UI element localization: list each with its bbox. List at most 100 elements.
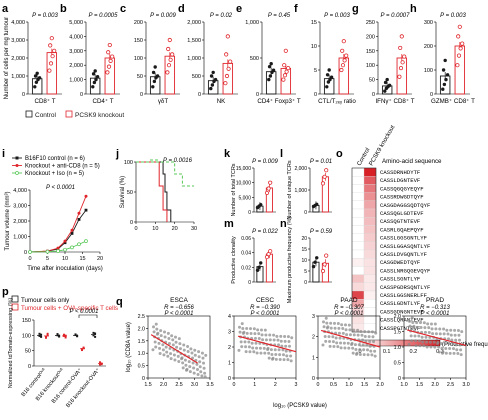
scatter-point (446, 332, 450, 336)
scatter-point (357, 343, 361, 347)
scatter-point (167, 336, 171, 340)
scatter-point (152, 325, 156, 329)
ko-point (341, 39, 346, 44)
scatter-point (158, 346, 162, 350)
heatmap-cell (363, 176, 377, 185)
x-tick-label: 0 (134, 226, 137, 232)
ko-point (166, 46, 171, 52)
scatter-point (181, 361, 185, 365)
control-point (269, 62, 273, 66)
scatter-point (417, 334, 421, 338)
scatter-point (344, 328, 348, 332)
y-tick-label: 15 (301, 247, 307, 253)
scatter-point (187, 360, 191, 364)
y-tick-label: 500 (250, 56, 259, 62)
heatmap-cell (363, 241, 377, 251)
ko-point (324, 253, 329, 258)
y-tick-label: 0 (140, 92, 143, 98)
scatter-point (184, 363, 188, 367)
scatter-point (341, 327, 345, 331)
regression-line (320, 329, 381, 348)
control-point (155, 74, 160, 78)
heatmap-cell (351, 192, 365, 201)
scatter-point (437, 350, 441, 354)
scatter-point (443, 342, 447, 346)
scatter-point (356, 328, 360, 332)
scatter-point (186, 344, 190, 348)
heatmap-cell (363, 200, 377, 210)
scatter-point (253, 336, 257, 340)
panel-letter-m: m (224, 218, 234, 230)
scatter-point (453, 333, 457, 337)
scatter-point (325, 326, 329, 330)
data-point (81, 349, 83, 352)
y-tick-label: 20 (301, 236, 307, 242)
control-point (213, 77, 218, 82)
y-tick-label: 10 (311, 44, 317, 50)
scatter-point (169, 357, 173, 361)
p-value: P = 0.0005 (89, 13, 119, 19)
series-point (84, 239, 88, 243)
y-tick-label: 1,000 (13, 235, 27, 241)
scatter-point (263, 351, 267, 355)
control-point (327, 68, 331, 72)
scatter-point (333, 326, 337, 330)
scatter-point (153, 340, 157, 344)
y-tick-label: 1.5 (394, 330, 401, 336)
scatter-point (336, 345, 340, 349)
scatter-point (286, 358, 290, 362)
scatter-point (447, 337, 451, 341)
ko-bar (104, 57, 116, 95)
y-tick-label: 50 (137, 74, 143, 80)
heatmap-cell (363, 217, 377, 226)
y-tick-label: 15,000 (236, 166, 252, 172)
heatmap-cell (363, 167, 377, 177)
y-tick-label: 3,000 (13, 204, 27, 210)
ko-point (284, 69, 289, 74)
p-value: P = 0.01 (310, 159, 332, 165)
legend-label-0: B16F10 control (n = 6) (25, 156, 85, 162)
scatter-point (276, 338, 280, 342)
heatmap-cell (363, 274, 377, 283)
scatter-point (163, 330, 167, 334)
scatter-point (257, 337, 261, 341)
scatter-point (177, 359, 181, 363)
scatter-point (237, 348, 241, 352)
y-label: Survival (%) (120, 176, 126, 208)
scatter-point (341, 331, 345, 335)
scatter-point (325, 321, 329, 325)
series-point (45, 249, 50, 254)
scatter-point (189, 347, 193, 351)
data-point (58, 334, 61, 337)
panel-letter-l: l (280, 148, 283, 160)
x-label: GZMB⁺ CD8⁺ T (431, 98, 475, 105)
scatter-point (360, 333, 364, 337)
scatter-point (450, 338, 454, 342)
panel-letter-h: h (410, 3, 417, 15)
scatter-point (182, 343, 186, 347)
ko-point (458, 46, 463, 51)
ko-point (224, 52, 229, 57)
colorbar-tick-label: 0 (358, 349, 361, 355)
y-tick-label: 0.06 (241, 236, 251, 242)
x-tick-label: 1.5 (416, 382, 423, 388)
y-tick-label: 1.0 (138, 351, 145, 357)
scatter-point (442, 332, 446, 336)
data-point (99, 363, 101, 366)
scatter-point (434, 332, 438, 336)
scatter-point (176, 354, 180, 358)
y-tick-label: 0 (314, 92, 317, 98)
panel-f: f 0 5 10 15 P = 0.003 CTL/T₂ₑᵧ ratio (294, 3, 356, 105)
p-value: P < 0.0001 (70, 309, 99, 315)
heatmap-cell (363, 290, 377, 300)
scatter-point (155, 327, 159, 331)
ko-point (167, 37, 172, 43)
scatter-point (364, 339, 368, 343)
y-tick-label: 3 (228, 330, 231, 336)
scatter-point (414, 339, 418, 343)
scatter-point (411, 325, 415, 329)
scatter-point (449, 333, 453, 337)
scatter-point (422, 344, 426, 348)
